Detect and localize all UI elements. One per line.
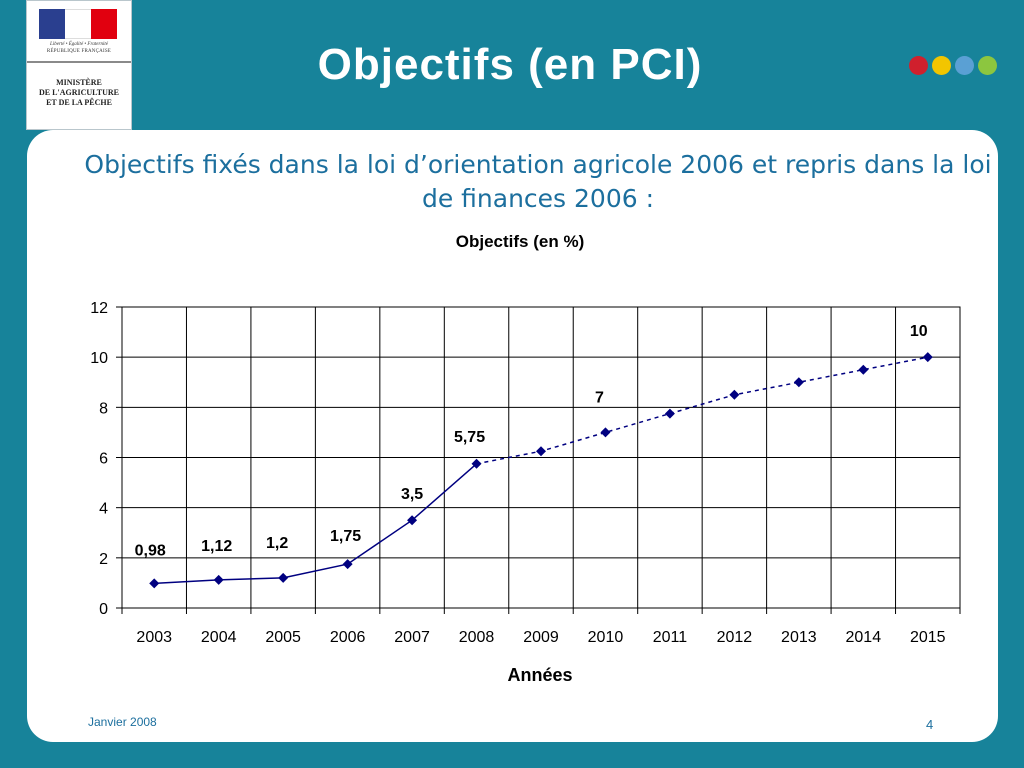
- x-tick-label: 2009: [523, 629, 559, 646]
- y-tick-label: 6: [99, 451, 108, 468]
- data-point: [342, 559, 353, 570]
- decorative-dots: [909, 56, 997, 75]
- data-point: [213, 574, 224, 585]
- data-label: 0,98: [135, 542, 166, 559]
- data-point: [536, 446, 546, 457]
- data-point: [922, 352, 933, 363]
- x-tick-label: 2010: [588, 629, 624, 646]
- data-label: 5,75: [454, 429, 485, 446]
- data-label: 1,2: [266, 535, 288, 552]
- y-tick-label: 2: [99, 551, 108, 568]
- data-point: [664, 408, 675, 419]
- page-number: 4: [926, 717, 934, 732]
- x-tick-label: 2004: [201, 629, 237, 646]
- logo-republic: RÉPUBLIQUE FRANÇAISE: [46, 49, 112, 54]
- ministry-line-3: ET DE LA PÊCHE: [46, 98, 112, 107]
- y-tick-label: 4: [99, 501, 108, 518]
- y-tick-label: 8: [99, 400, 108, 417]
- data-point: [471, 458, 482, 469]
- chart-title: Objectifs (en %): [455, 232, 585, 251]
- dot-yellow-icon: [932, 56, 951, 75]
- y-tick-label: 12: [90, 300, 108, 317]
- data-point: [407, 515, 418, 526]
- data-label: 1,12: [201, 538, 232, 555]
- french-flag-icon: [39, 9, 117, 39]
- data-label: 7: [595, 389, 604, 406]
- x-tick-label: 2014: [846, 629, 882, 646]
- data-point: [793, 377, 804, 388]
- data-point: [858, 364, 869, 375]
- series-line-solid: [154, 463, 478, 585]
- dot-green-icon: [978, 56, 997, 75]
- x-axis-title: Années: [507, 665, 572, 685]
- slide-subtitle: Objectifs fixés dans la loi d’orientatio…: [84, 150, 992, 213]
- x-tick-label: 2007: [394, 629, 430, 646]
- logo-ministry-name: MINISTÈRE DE L'AGRICULTURE ET DE LA PÊCH…: [29, 78, 129, 108]
- data-point: [278, 572, 289, 583]
- ministry-line-1: MINISTÈRE: [56, 78, 102, 87]
- x-tick-label: 2013: [781, 629, 817, 646]
- footer-date: Janvier 2008: [88, 715, 157, 729]
- data-point: [600, 427, 611, 438]
- dot-blue-icon: [955, 56, 974, 75]
- ministry-logo: Liberté • Égalité • Fraternité RÉPUBLIQU…: [26, 0, 132, 130]
- series-line-dashed: [476, 356, 928, 465]
- data-label: 3,5: [401, 486, 423, 503]
- dot-red-icon: [909, 56, 928, 75]
- data-label: 1,75: [330, 528, 361, 545]
- logo-motto: Liberté • Égalité • Fraternité: [50, 42, 108, 47]
- x-tick-label: 2012: [717, 629, 753, 646]
- data-label: 10: [910, 323, 928, 340]
- x-tick-label: 2005: [265, 629, 301, 646]
- ministry-line-2: DE L'AGRICULTURE: [39, 88, 119, 97]
- x-tick-label: 2015: [910, 629, 946, 646]
- x-tick-label: 2011: [653, 629, 688, 646]
- data-point: [149, 578, 160, 589]
- data-point: [729, 389, 740, 400]
- x-tick-label: 2003: [136, 629, 172, 646]
- x-tick-label: 2008: [459, 629, 495, 646]
- y-tick-label: 0: [99, 601, 108, 618]
- y-tick-label: 10: [90, 350, 108, 367]
- logo-divider: [27, 61, 131, 63]
- slide-title: Objectifs (en PCI): [317, 40, 703, 89]
- x-tick-label: 2006: [330, 629, 366, 646]
